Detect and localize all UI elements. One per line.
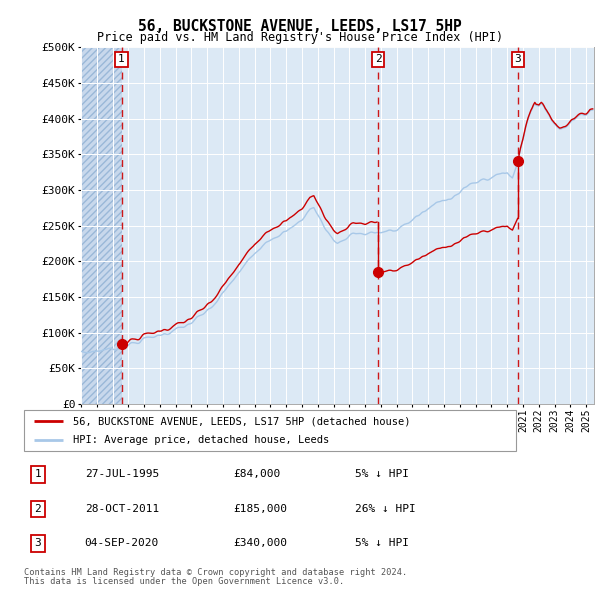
- Text: £340,000: £340,000: [234, 538, 288, 548]
- Text: Price paid vs. HM Land Registry's House Price Index (HPI): Price paid vs. HM Land Registry's House …: [97, 31, 503, 44]
- Text: Contains HM Land Registry data © Crown copyright and database right 2024.: Contains HM Land Registry data © Crown c…: [24, 568, 407, 576]
- Text: 1: 1: [118, 54, 125, 64]
- Text: 04-SEP-2020: 04-SEP-2020: [85, 538, 159, 548]
- Text: HPI: Average price, detached house, Leeds: HPI: Average price, detached house, Leed…: [73, 435, 329, 445]
- Text: 3: 3: [34, 538, 41, 548]
- Text: 26% ↓ HPI: 26% ↓ HPI: [355, 504, 416, 514]
- Text: 1: 1: [34, 470, 41, 480]
- Text: 3: 3: [514, 54, 521, 64]
- Text: 2: 2: [34, 504, 41, 514]
- Text: £84,000: £84,000: [234, 470, 281, 480]
- Text: 56, BUCKSTONE AVENUE, LEEDS, LS17 5HP (detached house): 56, BUCKSTONE AVENUE, LEEDS, LS17 5HP (d…: [73, 416, 410, 426]
- Text: £185,000: £185,000: [234, 504, 288, 514]
- Text: 27-JUL-1995: 27-JUL-1995: [85, 470, 159, 480]
- FancyBboxPatch shape: [24, 410, 516, 451]
- Text: 5% ↓ HPI: 5% ↓ HPI: [355, 538, 409, 548]
- Text: 56, BUCKSTONE AVENUE, LEEDS, LS17 5HP: 56, BUCKSTONE AVENUE, LEEDS, LS17 5HP: [138, 19, 462, 34]
- Bar: [81, 47, 122, 404]
- Text: 28-OCT-2011: 28-OCT-2011: [85, 504, 159, 514]
- Text: 5% ↓ HPI: 5% ↓ HPI: [355, 470, 409, 480]
- Text: This data is licensed under the Open Government Licence v3.0.: This data is licensed under the Open Gov…: [24, 577, 344, 586]
- Text: 2: 2: [375, 54, 382, 64]
